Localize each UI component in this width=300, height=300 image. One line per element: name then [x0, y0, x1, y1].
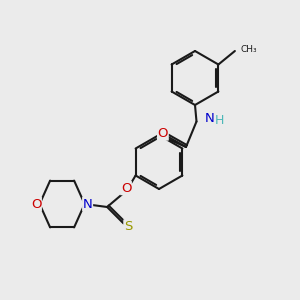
Text: N: N [205, 112, 215, 125]
Text: CH₃: CH₃ [240, 45, 257, 54]
Text: S: S [124, 220, 132, 233]
Text: H: H [215, 113, 224, 127]
Text: N: N [83, 197, 92, 211]
Text: O: O [158, 127, 168, 140]
Text: O: O [31, 197, 41, 211]
Text: O: O [121, 182, 131, 195]
